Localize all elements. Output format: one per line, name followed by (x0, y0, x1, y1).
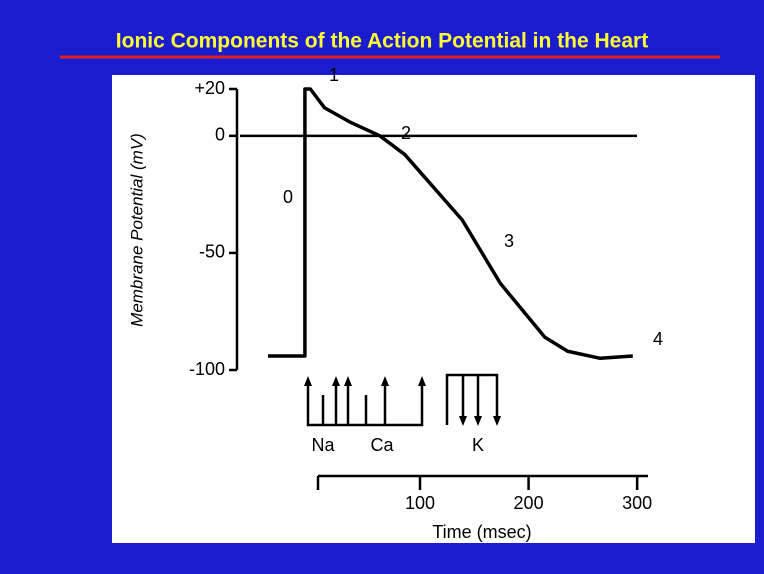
x-axis-label: Time (msec) (432, 522, 531, 542)
x-tick-label: 300 (622, 493, 652, 513)
y-tick-label: -50 (199, 242, 225, 262)
arrow-up (381, 376, 389, 386)
ion-label: Na (311, 435, 335, 455)
slide-title: Ionic Components of the Action Potential… (116, 30, 648, 53)
y-axis-label: Membrane Potential (mV) (127, 133, 146, 327)
phase-label: 4 (653, 329, 663, 349)
phase-label: 0 (283, 187, 293, 207)
phase-label: 3 (504, 231, 514, 251)
y-tick-label: +20 (194, 78, 225, 98)
arrow-up (332, 376, 340, 386)
arrow-down (493, 416, 501, 426)
arrow-up (418, 376, 426, 386)
ion-current-diagram (306, 373, 499, 427)
y-tick-label: 0 (215, 125, 225, 145)
action-potential-line (268, 87, 633, 361)
arrow-down (474, 416, 482, 426)
plot: +20 0 -50 -100 100 200 300 (189, 78, 652, 513)
arrow-down (459, 416, 467, 426)
x-tick-label: 100 (405, 493, 435, 513)
y-tick-label: -100 (189, 359, 225, 379)
arrow-up (304, 376, 312, 386)
ion-label: Ca (370, 435, 394, 455)
arrow-up (344, 376, 352, 386)
ion-label: K (472, 435, 484, 455)
x-tick-label: 200 (514, 493, 544, 513)
phase-label: 1 (329, 65, 339, 85)
chart-panel (112, 75, 755, 543)
ion-bracket (445, 373, 499, 425)
ion-arrowheads (304, 376, 501, 426)
phase-label: 2 (401, 123, 411, 143)
